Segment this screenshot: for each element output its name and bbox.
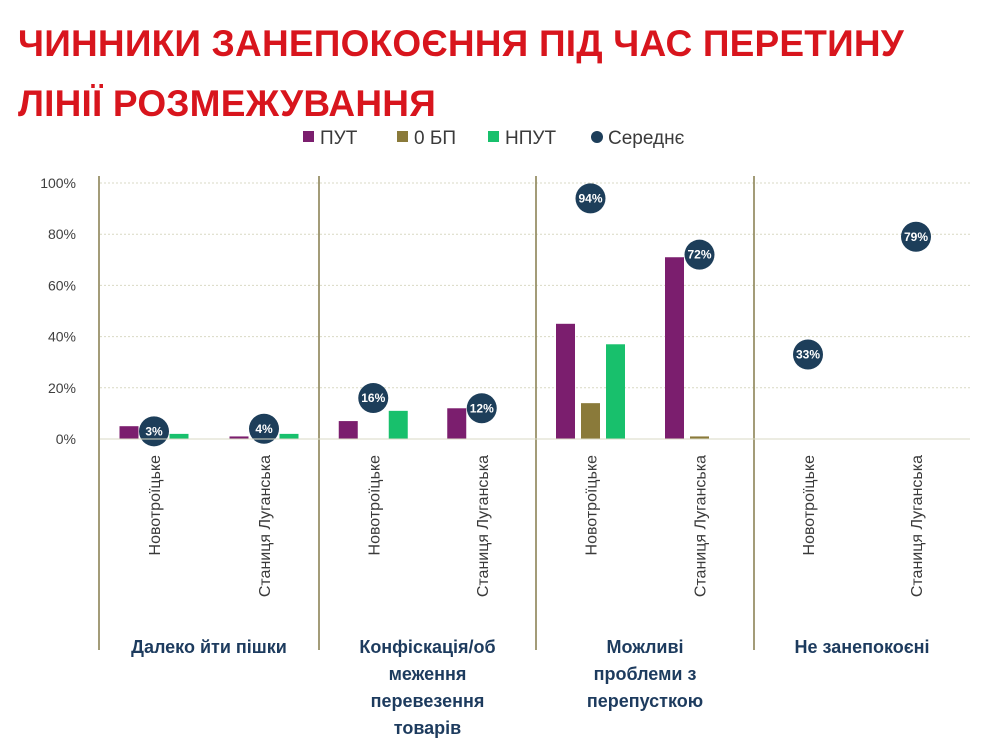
legend-label: Середнє <box>608 128 685 149</box>
bar-НПУТ <box>169 433 189 439</box>
bar-0 БП <box>690 436 709 439</box>
bar-0 БП <box>581 403 600 439</box>
bar-ПУТ <box>229 436 249 439</box>
category-label: Станиця Луганська <box>693 455 710 597</box>
legend-label: ПУТ <box>320 128 358 149</box>
group-label: Далеко йти пішки <box>131 637 287 657</box>
y-tick-label: 100% <box>40 175 76 191</box>
bar-ПУТ <box>447 408 467 439</box>
average-dot <box>358 383 389 414</box>
legend-label: НПУТ <box>505 128 556 149</box>
group-label: перепусткою <box>587 691 703 711</box>
average-dot <box>575 183 606 214</box>
bar-НПУТ <box>279 433 299 439</box>
category-label: Новотроїцьке <box>801 455 818 556</box>
average-label: 72% <box>687 248 711 262</box>
bar-ПУТ <box>556 323 575 439</box>
group-label: товарів <box>394 718 461 738</box>
bar-ПУТ <box>338 421 358 439</box>
legend-swatch <box>591 131 603 143</box>
average-dot <box>901 221 931 252</box>
group-label: Не занепокоєні <box>794 637 929 657</box>
average-label: 16% <box>361 391 385 405</box>
group-label: Можливі <box>606 637 683 657</box>
legend-label: 0 БП <box>414 128 456 149</box>
average-label: 3% <box>145 424 163 438</box>
average-label: 4% <box>255 422 273 436</box>
legend-swatch <box>488 131 499 142</box>
group-label: Конфіскація/об <box>359 637 495 657</box>
average-label: 94% <box>578 191 602 205</box>
average-dot <box>793 339 823 370</box>
title-line-2: ЛІНІЇ РОЗМЕЖУВАННЯ <box>18 83 436 124</box>
y-tick-label: 80% <box>48 226 76 242</box>
legend-swatch <box>303 131 314 142</box>
legend-swatch <box>397 131 408 142</box>
average-dot <box>466 393 497 424</box>
title-line-1: ЧИННИКИ ЗАНЕПОКОЄННЯ ПІД ЧАС ПЕРЕТИНУ <box>18 23 905 64</box>
group-label: перевезення <box>371 691 485 711</box>
category-label: Станиця Луганська <box>257 455 274 597</box>
category-label: Станиця Луганська <box>475 455 492 597</box>
group-label: проблеми з <box>594 664 697 684</box>
bar-ПУТ <box>119 426 139 439</box>
average-dot <box>684 239 715 270</box>
y-tick-label: 60% <box>48 277 76 293</box>
bar-НПУТ <box>606 344 625 439</box>
group-label: меження <box>389 664 467 684</box>
bar-ПУТ <box>665 257 684 439</box>
y-tick-label: 0% <box>56 431 76 447</box>
category-label: Новотроїцьке <box>584 455 601 556</box>
bar-НПУТ <box>388 410 408 439</box>
average-label: 33% <box>796 348 820 362</box>
category-label: Станиця Луганська <box>909 455 926 597</box>
y-tick-label: 40% <box>48 329 76 345</box>
average-dot <box>249 413 279 444</box>
category-label: Новотроїцьке <box>147 455 164 556</box>
average-label: 79% <box>904 230 928 244</box>
y-tick-label: 20% <box>48 380 76 396</box>
category-label: Новотроїцьке <box>366 455 383 556</box>
average-label: 12% <box>470 401 494 415</box>
chart-title: ЧИННИКИ ЗАНЕПОКОЄННЯ ПІД ЧАС ПЕРЕТИНУ ЛІ… <box>18 14 904 134</box>
